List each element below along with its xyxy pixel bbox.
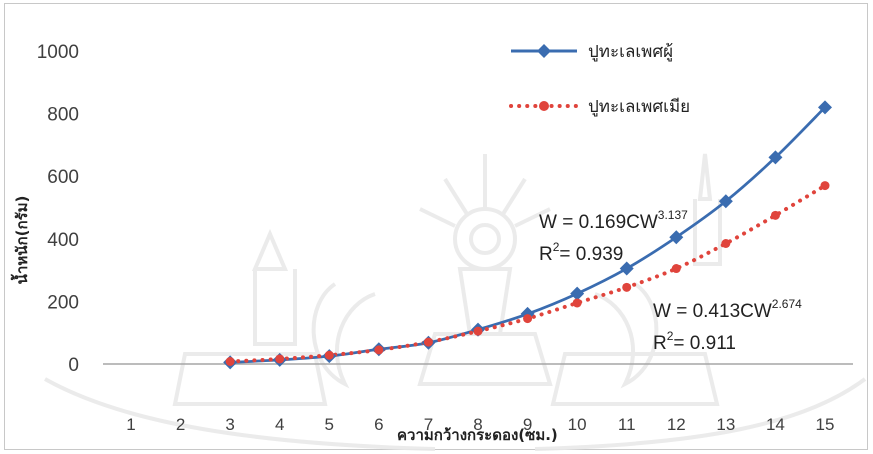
data-point-female	[275, 354, 285, 364]
annotation-female-equation: W = 0.413CW2.674 R2= 0.911	[653, 297, 802, 354]
data-point-female	[473, 326, 483, 336]
x-tick-label: 1	[126, 415, 135, 434]
svg-text:W = 0.169CW3.137: W = 0.169CW3.137	[539, 208, 688, 233]
x-tick-label: 11	[618, 415, 636, 434]
svg-text:R2= 0.939: R2= 0.939	[539, 240, 623, 265]
annotation-female-eq-base: W = 0.413CW	[653, 301, 772, 322]
annotation-female-eq-exp: 2.674	[772, 297, 802, 311]
series-line-male	[230, 106, 826, 364]
chart-frame: 1000 800 600 400 200 0 1 2 3 4 5 6 7 8 9 10 11 12 13 14 15 ป…	[4, 3, 868, 451]
annotation-male-eq-base: W = 0.169CW	[539, 212, 658, 233]
legend-swatch-male-marker	[537, 44, 551, 58]
data-point-female	[770, 210, 780, 220]
y-tick-label: 0	[68, 355, 79, 376]
data-point-male	[570, 286, 585, 301]
annotation-female-r-base: R	[653, 333, 667, 354]
legend-label-female: ปูทะเลเพศเมีย	[588, 97, 690, 117]
x-tick-label: 4	[275, 415, 284, 434]
data-point-female	[721, 238, 731, 248]
x-tick-label: 5	[325, 415, 334, 434]
x-tick-label: 8	[473, 415, 482, 434]
y-tick-label: 600	[47, 167, 79, 188]
y-axis-title: น้ำหนัก(กรัม)	[10, 196, 31, 285]
annotation-female-r-exp: 2	[667, 329, 674, 343]
data-point-female	[324, 350, 334, 360]
chart-legend: ปูทะเลเพศผู้ ปูทะเลเพศเมีย	[509, 42, 690, 117]
x-axis-title: ความกว้างกระดอง(ซม.)	[397, 426, 558, 444]
annotation-male-r-exp: 2	[553, 240, 560, 254]
y-tick-label: 200	[47, 292, 79, 313]
svg-text:W = 0.413CW2.674: W = 0.413CW2.674	[653, 297, 802, 322]
data-point-male	[718, 194, 733, 209]
x-tick-label: 7	[424, 415, 433, 434]
data-point-female	[423, 337, 433, 347]
data-point-male	[619, 261, 634, 276]
legend-item-male: ปูทะเลเพศผู้	[511, 42, 673, 62]
annotation-male-eq-exp: 3.137	[658, 208, 688, 222]
data-point-female	[622, 282, 632, 292]
data-point-female	[572, 298, 582, 308]
annotation-male-equation: W = 0.169CW3.137 R2= 0.939	[539, 208, 688, 265]
annotation-male-r-base: R	[539, 244, 553, 265]
x-tick-label: 2	[176, 415, 185, 434]
data-point-female	[523, 314, 533, 324]
x-tick-label: 14	[766, 415, 785, 434]
data-point-male	[818, 100, 832, 115]
x-tick-label: 6	[374, 415, 383, 434]
x-tick-label: 15	[816, 415, 835, 434]
x-tick-label: 3	[225, 415, 234, 434]
data-point-female	[225, 356, 235, 366]
legend-label-male: ปูทะเลเพศผู้	[588, 42, 673, 62]
data-point-female	[671, 264, 681, 274]
x-tick-label: 10	[568, 415, 587, 434]
x-tick-label: 9	[523, 415, 532, 434]
data-point-male	[768, 150, 783, 165]
annotation-male-r-value: = 0.939	[559, 244, 623, 265]
x-tick-label: 12	[667, 415, 686, 434]
y-tick-label: 800	[47, 105, 79, 126]
x-tick-label: 13	[716, 415, 735, 434]
watermark-emblem-icon	[44, 153, 867, 451]
legend-item-female: ปูทะเลเพศเมีย	[509, 97, 690, 117]
y-tick-label: 1000	[37, 42, 79, 63]
annotation-female-r-value: = 0.911	[673, 333, 736, 354]
data-point-female	[820, 181, 830, 191]
svg-text:R2= 0.911: R2= 0.911	[653, 329, 736, 354]
data-point-male	[669, 230, 684, 245]
legend-swatch-female-marker	[539, 101, 549, 111]
data-point-female	[374, 345, 384, 355]
y-tick-label: 400	[47, 230, 79, 251]
